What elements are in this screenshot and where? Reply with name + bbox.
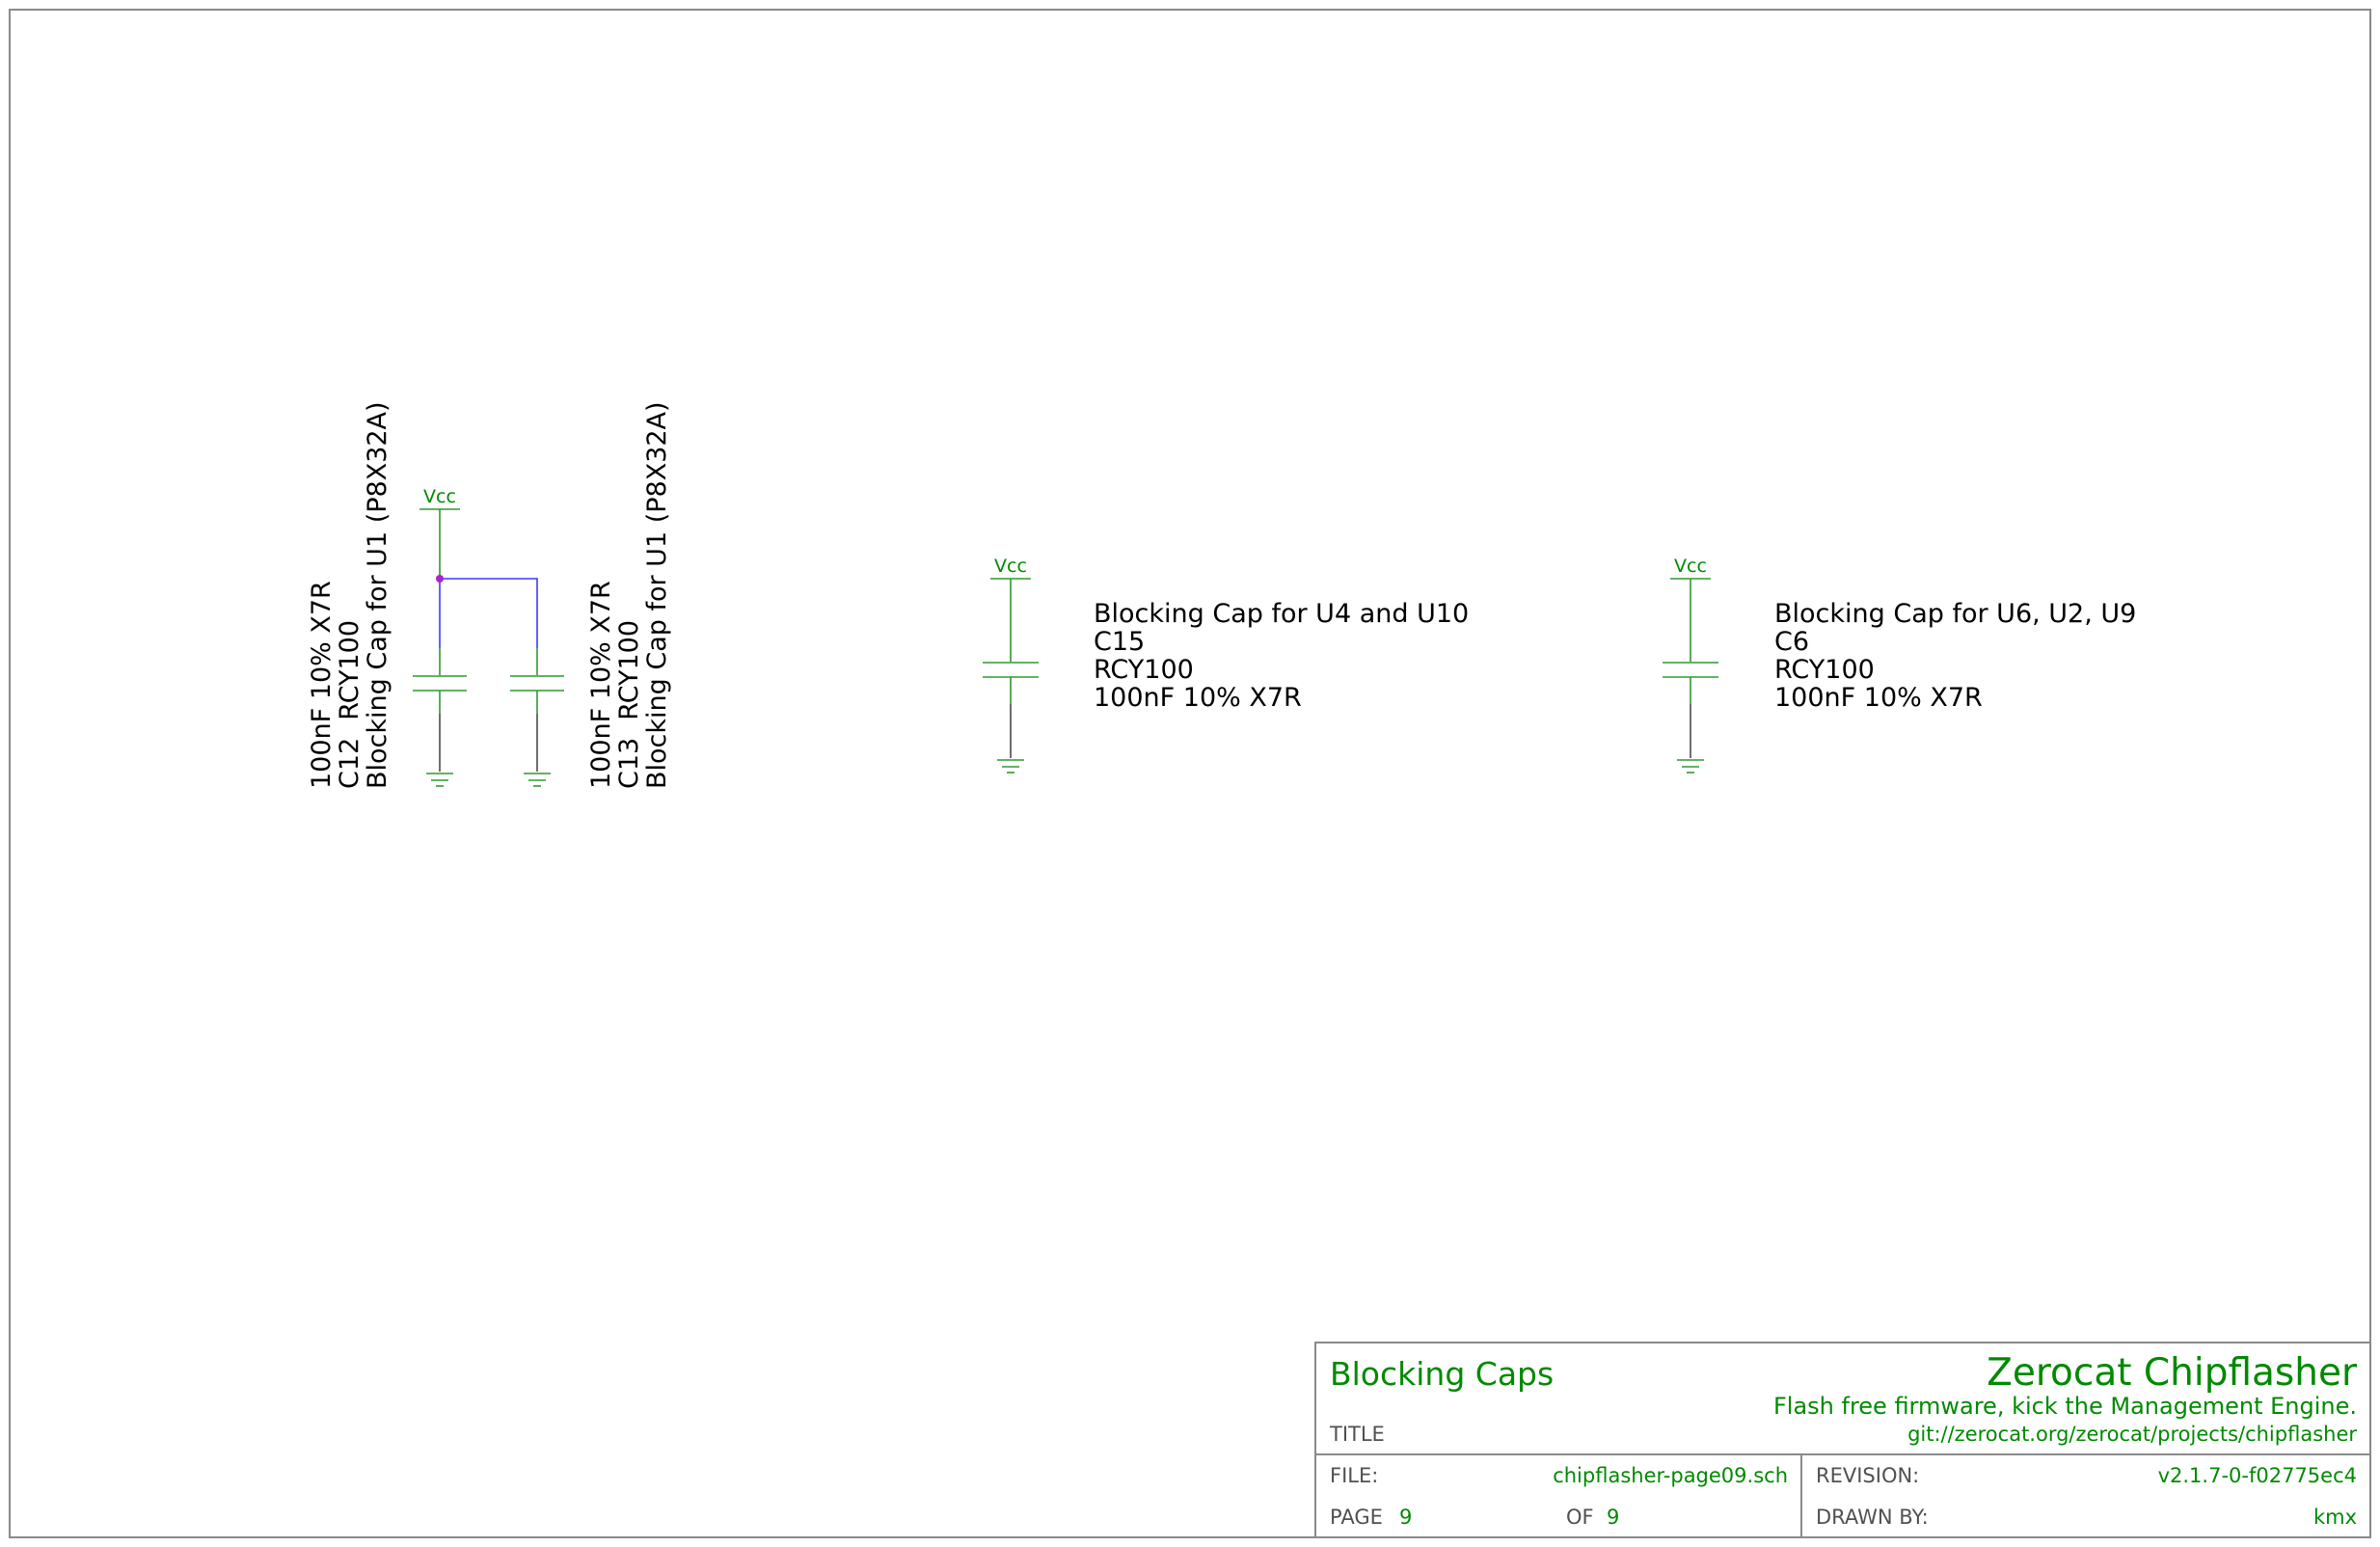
c12-ref: C12 (335, 738, 365, 789)
c12-value: 100nF 10% X7R (307, 581, 337, 789)
junction-dot (436, 575, 444, 583)
page-caption: PAGE (1330, 1506, 1383, 1529)
c12-description: Blocking Cap for U1 (P8X32A) (363, 401, 392, 789)
project-tagline: Flash free firmware, kick the Management… (1773, 1393, 2357, 1420)
sheet-title: Blocking Caps (1330, 1355, 1554, 1393)
file-caption: FILE: (1330, 1464, 1378, 1487)
sheet-border (9, 9, 2371, 1538)
ground-icon (426, 773, 453, 787)
vcc-power-symbol-c15: Vcc (990, 556, 1031, 580)
project-name: Zerocat Chipflasher (1987, 1351, 2358, 1395)
c13-ref: C13 (614, 738, 644, 789)
c12-labels: 100nF 10% X7R C12 RCY100 Blocking Cap for… (307, 401, 392, 789)
vcc-net-label: Vcc (994, 556, 1027, 577)
file-name: chipflasher-page09.sch (1553, 1464, 1788, 1487)
vcc-net-label: Vcc (423, 486, 456, 507)
c13-description: Blocking Cap for U1 (P8X32A) (642, 401, 672, 789)
project-url: git://zerocat.org/zerocat/projects/chipf… (1907, 1423, 2357, 1446)
vcc-power-symbol-c6: Vcc (1670, 556, 1711, 580)
title-block: Blocking Caps Zerocat Chipflasher Flash … (1314, 1342, 2371, 1538)
c13-value: 100nF 10% X7R (586, 581, 616, 789)
c6-value: 100nF 10% X7R (1774, 683, 1983, 713)
page-number: 9 (1399, 1506, 1412, 1529)
ground-icon (524, 773, 551, 787)
c13-footprint: RCY100 (614, 620, 644, 720)
c15-footprint: RCY100 (1094, 655, 1194, 685)
ground-icon (1677, 759, 1704, 774)
c15-description: Blocking Cap for U4 and U10 (1094, 599, 1469, 629)
c13-ref-footprint: C13 RCY100 (614, 620, 644, 789)
c15-labels: Blocking Cap for U4 and U10 C15 RCY100 1… (1094, 599, 1469, 713)
c15-group: Vcc Blocking Cap for U4 and U10 C15 RCY1… (983, 556, 1469, 774)
revision-value: v2.1.7-0-f02775ec4 (2158, 1464, 2357, 1487)
c6-footprint: RCY100 (1774, 655, 1875, 685)
capacitor-c15 (983, 579, 1039, 774)
ground-icon (997, 759, 1024, 774)
vcc-wire (440, 578, 538, 648)
c6-ref: C6 (1774, 627, 1809, 657)
c12-ref-footprint: C12 RCY100 (335, 620, 365, 789)
revision-caption: REVISION: (1816, 1464, 1919, 1487)
capacitor-c12 (413, 648, 467, 787)
c6-description: Blocking Cap for U6, U2, U9 (1774, 599, 2136, 629)
drawn-by-value: kmx (2313, 1506, 2357, 1529)
capacitor-c6 (1663, 579, 1718, 774)
title-caption: TITLE (1329, 1423, 1385, 1446)
drawn-by-caption: DRAWN BY: (1816, 1506, 1929, 1529)
page-total: 9 (1607, 1506, 1619, 1529)
c13-labels: 100nF 10% X7R C13 RCY100 Blocking Cap for… (586, 401, 672, 789)
capacitor-c13 (510, 648, 564, 787)
of-caption: OF (1566, 1506, 1594, 1529)
c15-value: 100nF 10% X7R (1094, 683, 1302, 713)
c15-ref: C15 (1094, 627, 1145, 657)
vcc-net-label: Vcc (1674, 556, 1707, 577)
c12-footprint: RCY100 (335, 620, 365, 720)
c12-c13-group: Vcc (307, 401, 672, 789)
vcc-power-symbol-c12: Vcc (419, 486, 460, 579)
c6-group: Vcc Blocking Cap for U6, U2, U9 C6 RCY10… (1663, 556, 2136, 774)
c6-labels: Blocking Cap for U6, U2, U9 C6 RCY100 10… (1774, 599, 2136, 713)
